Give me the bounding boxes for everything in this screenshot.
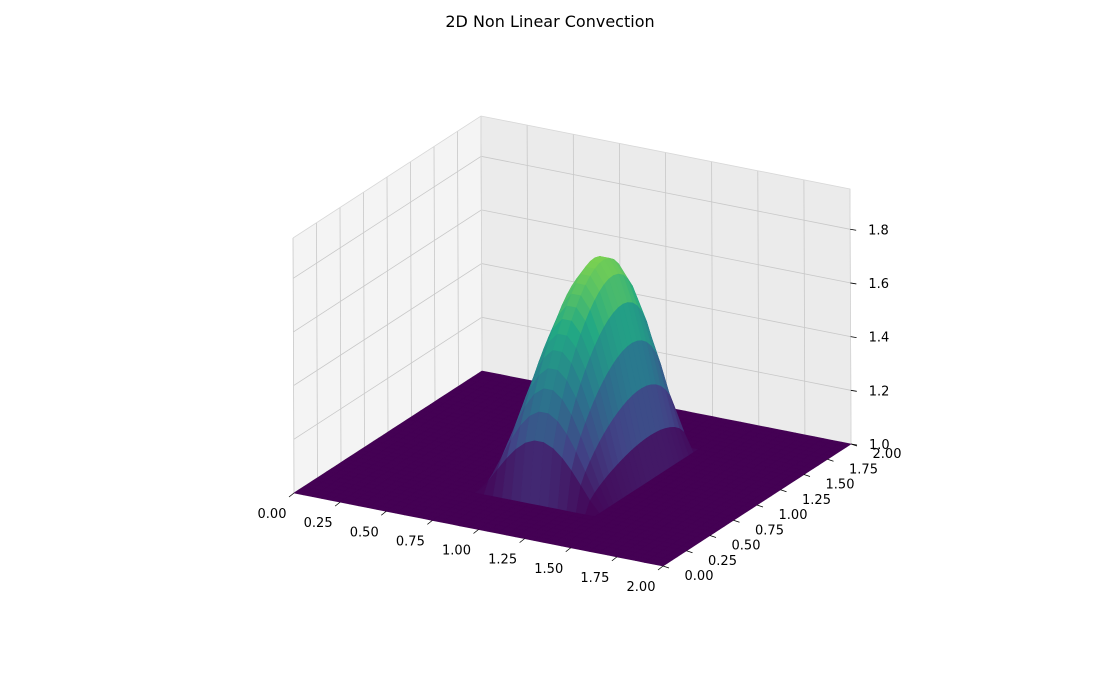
y-tick-mark <box>709 535 717 538</box>
y-tick-label: 0.75 <box>755 523 784 538</box>
y-tick-label: 0.50 <box>732 539 761 554</box>
z-tick-label: 1.4 <box>869 331 890 346</box>
x-tick-label: 1.00 <box>442 544 471 559</box>
y-tick-mark <box>780 489 787 493</box>
z-tick-label: 1.8 <box>868 223 889 238</box>
x-tick-mark <box>334 501 341 507</box>
pane-edge <box>292 115 852 445</box>
z-tick-mark <box>850 228 857 231</box>
z-tick-mark <box>850 443 858 446</box>
y-tick-mark <box>733 519 740 523</box>
x-tick-mark <box>427 520 433 525</box>
x-tick-mark <box>611 556 618 562</box>
z-tick-mark <box>850 282 857 285</box>
y-tick-mark <box>756 504 764 508</box>
z-tick-mark <box>850 389 857 392</box>
x-tick-label: 1.50 <box>534 562 563 577</box>
y-tick-mark <box>827 458 834 462</box>
y-tick-label: 2.00 <box>873 447 902 462</box>
y-tick-mark <box>803 474 811 477</box>
x-tick-label: 1.75 <box>580 571 609 586</box>
x-tick-label: 0.50 <box>350 525 379 540</box>
z-tick-label: 1.6 <box>868 277 889 292</box>
y-tick-label: 1.75 <box>849 462 878 477</box>
y-tick-label: 0.25 <box>708 554 737 569</box>
pane-edge <box>480 115 483 372</box>
surface-mesh <box>293 256 852 567</box>
x-tick-label: 0.75 <box>396 534 425 549</box>
chart-title: 2D Non Linear Convection <box>445 12 654 31</box>
x-tick-mark <box>381 510 387 516</box>
x-tick-mark <box>519 538 525 543</box>
y-tick-label: 1.25 <box>802 493 831 508</box>
y-tick-label: 0.00 <box>685 569 714 584</box>
axis-ticks: 0.000.250.500.751.001.251.501.752.000.00… <box>258 223 902 595</box>
x-tick-mark <box>657 565 664 571</box>
x-tick-mark <box>473 529 479 534</box>
x-tick-label: 2.00 <box>627 580 656 595</box>
y-tick-mark <box>686 550 693 554</box>
x-tick-mark <box>288 492 295 498</box>
x-tick-label: 1.25 <box>488 553 517 568</box>
y-tick-label: 1.00 <box>779 508 808 523</box>
z-tick-label: 1.0 <box>869 438 890 453</box>
surface-patch <box>653 560 669 567</box>
x-tick-mark <box>565 547 571 553</box>
y-tick-label: 1.50 <box>826 478 855 493</box>
z-tick-label: 1.2 <box>869 384 890 399</box>
x-tick-label: 0.25 <box>304 516 333 531</box>
y-tick-mark <box>662 565 670 569</box>
z-tick-mark <box>850 336 857 339</box>
x-tick-label: 0.00 <box>258 507 287 522</box>
